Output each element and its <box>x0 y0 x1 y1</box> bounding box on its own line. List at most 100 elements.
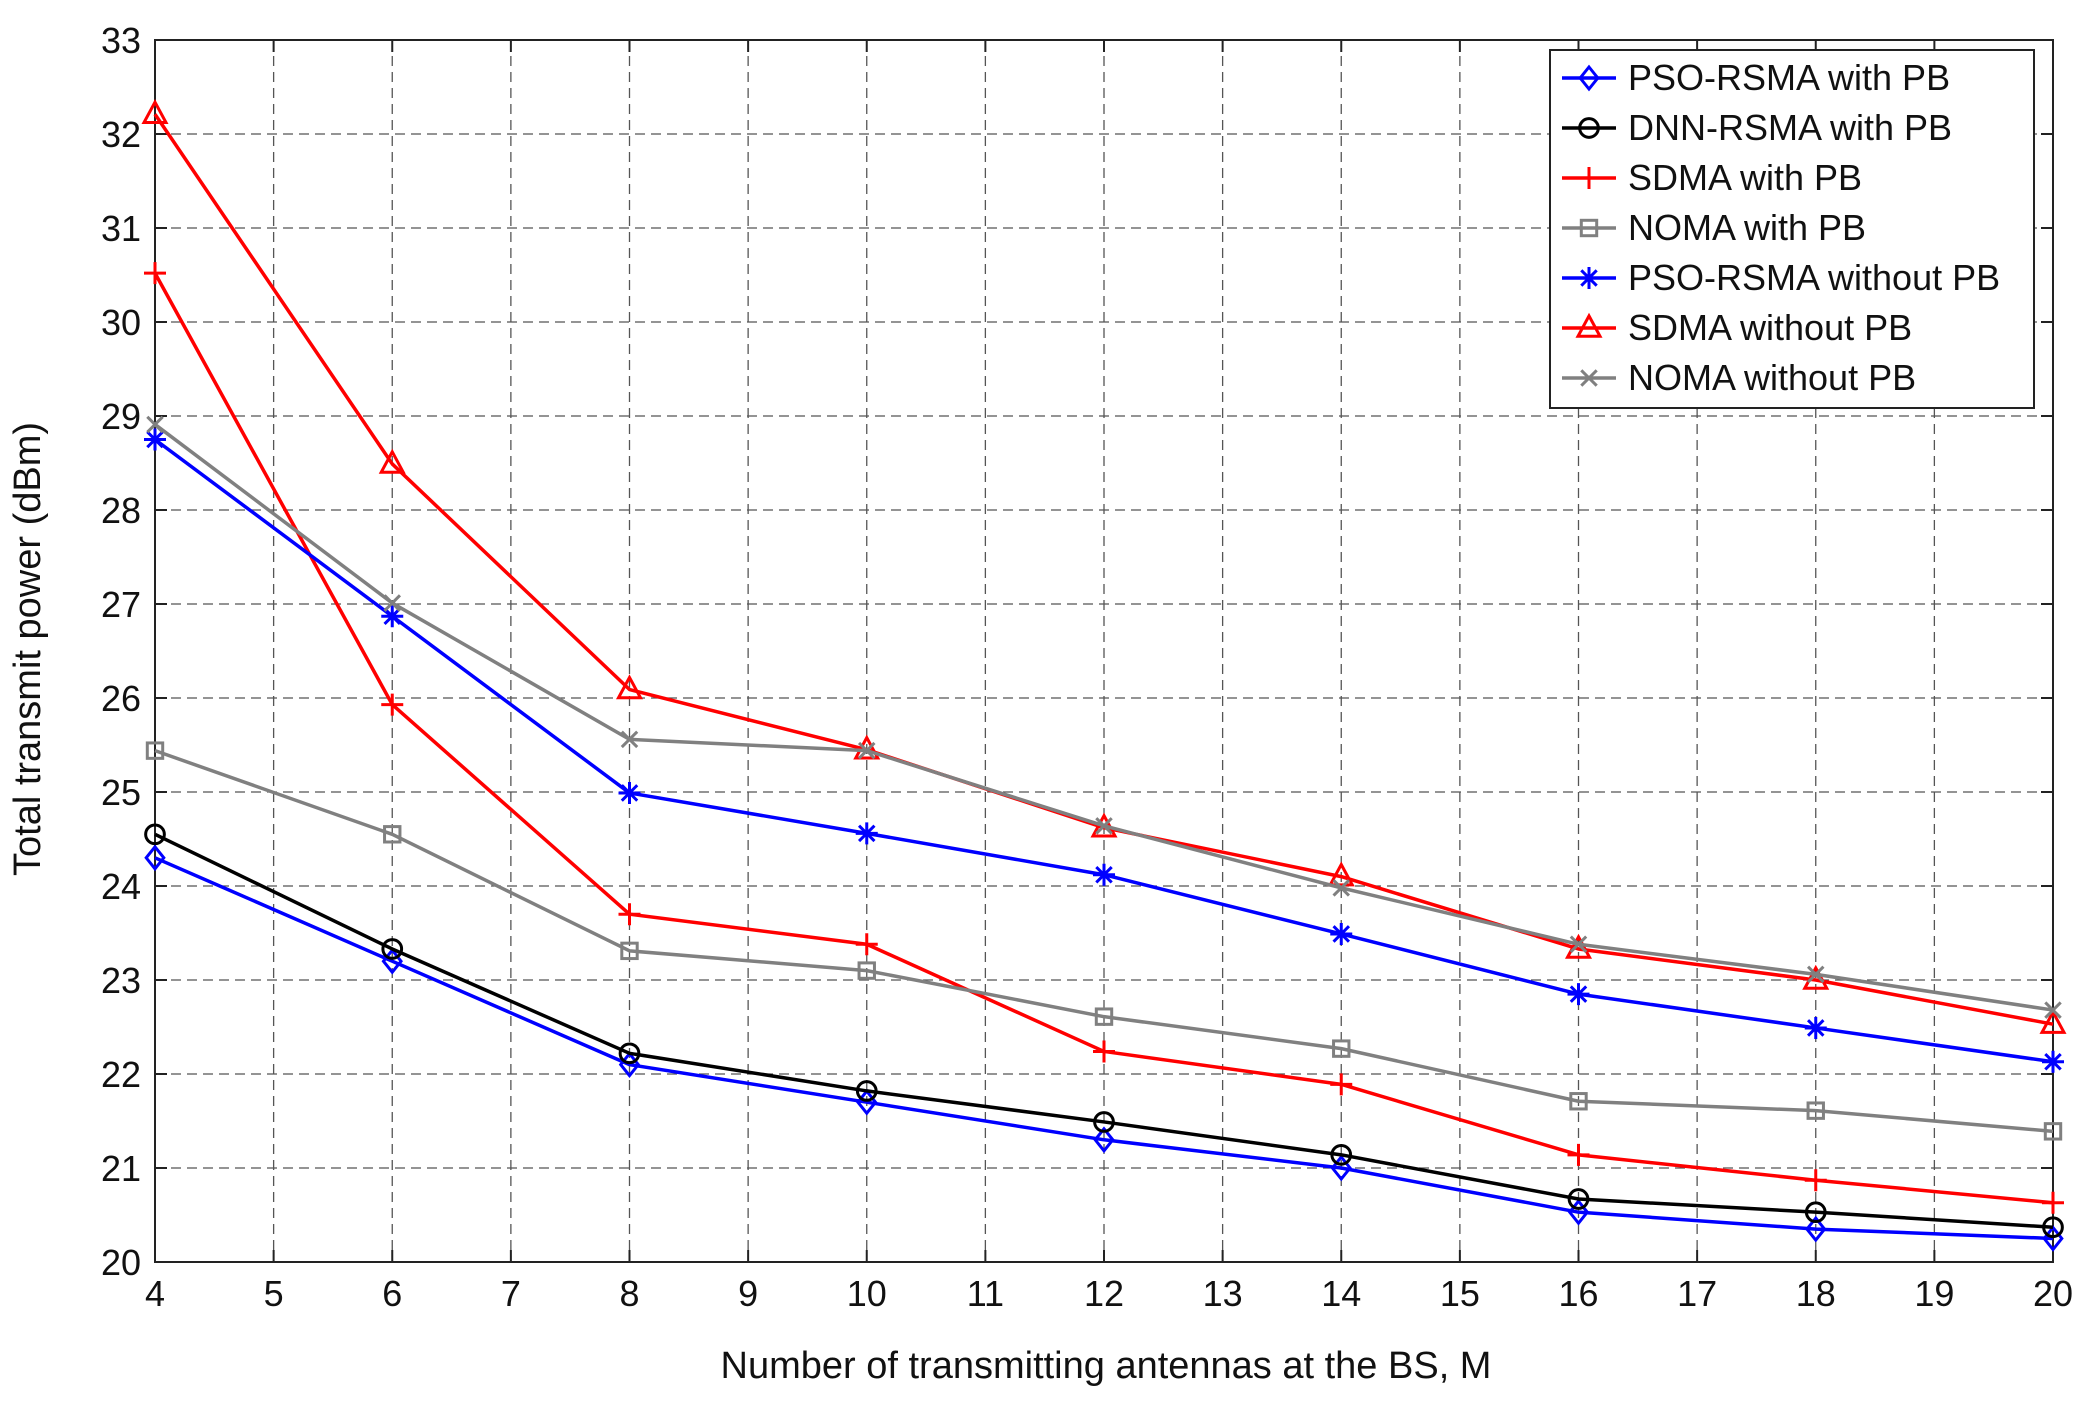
legend-label: PSO-RSMA with PB <box>1628 57 1950 98</box>
legend-marker <box>1578 167 1600 189</box>
data-point <box>1093 1111 1115 1133</box>
data-point <box>1330 1073 1353 1096</box>
legend-item: SDMA with PB <box>1562 157 1862 198</box>
legend-item: DNN-RSMA with PB <box>1562 107 1952 148</box>
data-point <box>1569 1092 1588 1111</box>
legend-item: NOMA with PB <box>1562 207 1866 248</box>
plot-series <box>141 99 2067 1252</box>
data-point <box>857 741 876 760</box>
data-point <box>1330 1143 1353 1166</box>
legend: PSO-RSMA with PB DNN-RSMA with PB SDMA wit… <box>1549 49 2035 409</box>
x-tick-label: 4 <box>145 1273 165 1314</box>
y-tick-label: 27 <box>101 584 141 625</box>
x-tick-label: 6 <box>382 1273 402 1314</box>
data-point <box>1567 1143 1590 1166</box>
legend-label: NOMA without PB <box>1628 357 1916 398</box>
x-tick-label: 12 <box>1084 1273 1124 1314</box>
data-point <box>381 693 404 716</box>
data-point <box>1094 1007 1114 1026</box>
y-tick-label: 20 <box>101 1242 141 1283</box>
x-tick-label: 10 <box>847 1273 887 1314</box>
y-tick-label: 26 <box>101 678 141 719</box>
x-tick-label: 16 <box>1558 1273 1598 1314</box>
data-point <box>144 823 166 846</box>
x-tick-label: 7 <box>501 1273 521 1314</box>
legend-label: NOMA with PB <box>1628 207 1866 248</box>
y-tick-label: 22 <box>101 1054 141 1095</box>
data-point <box>2042 1191 2064 1214</box>
data-point <box>1569 935 1588 954</box>
legend-item: NOMA without PB <box>1562 357 1916 398</box>
data-point <box>1330 1154 1352 1182</box>
legend-marker <box>1578 267 1600 289</box>
series-group <box>144 428 2064 1073</box>
x-tick-label: 11 <box>967 1273 1004 1314</box>
data-point <box>1806 965 1825 984</box>
x-axis-title: Number of transmitting antennas at the B… <box>721 1345 1492 1387</box>
data-point <box>615 674 644 700</box>
x-tick-label: 13 <box>1203 1273 1243 1314</box>
legend-label: PSO-RSMA without PB <box>1628 257 2000 298</box>
data-point <box>618 781 641 804</box>
grid <box>155 40 2053 1262</box>
legend-item: PSO-RSMA with PB <box>1562 57 1950 98</box>
legend-label: SDMA without PB <box>1628 307 1912 348</box>
y-tick-label: 24 <box>101 866 141 907</box>
series-line <box>154 856 2054 1241</box>
data-point <box>2042 1216 2064 1239</box>
data-point <box>1805 1215 1827 1243</box>
x-tick-label: 8 <box>619 1273 639 1314</box>
data-point <box>141 99 169 125</box>
data-point <box>1095 817 1113 835</box>
series-group <box>146 415 2062 1019</box>
y-tick-label: 25 <box>101 772 141 813</box>
legend-marker <box>1579 218 1599 238</box>
data-point <box>1567 1198 1590 1226</box>
data-point <box>853 734 881 760</box>
data-point <box>855 822 878 845</box>
data-point <box>1093 863 1115 886</box>
data-point <box>2039 1008 2067 1034</box>
axes: 4 5 6 7 8 9 10 11 12 13 14 15 16 17 18 19 20 20 21 22 23 24 25… <box>101 20 2073 1314</box>
y-tick-label: 29 <box>101 396 141 437</box>
data-point <box>620 941 639 961</box>
data-point <box>857 961 876 980</box>
x-tick-label: 15 <box>1440 1273 1480 1314</box>
y-tick-label: 21 <box>101 1148 141 1189</box>
data-point <box>378 448 406 474</box>
data-point <box>144 844 166 872</box>
x-tick-label: 14 <box>1321 1273 1361 1314</box>
series-line <box>154 748 2054 1134</box>
x-tick-label: 20 <box>2033 1273 2073 1314</box>
legend-marker <box>1575 312 1603 338</box>
x-tick-label: 5 <box>264 1273 284 1314</box>
y-axis-title: Total transmit power (dBm) <box>7 422 49 876</box>
y-tick-label: 23 <box>101 960 141 1001</box>
data-point <box>618 1042 641 1065</box>
data-point <box>1804 1169 1827 1192</box>
y-tick-label: 31 <box>101 208 141 249</box>
y-tick-label: 28 <box>101 490 141 531</box>
data-point <box>618 903 641 926</box>
data-point <box>145 741 165 760</box>
data-point <box>1806 1101 1825 1120</box>
series-group <box>144 823 2064 1239</box>
data-point <box>144 262 166 285</box>
data-point <box>381 605 404 628</box>
data-point <box>1564 933 1593 959</box>
data-point <box>383 594 402 612</box>
legend-box <box>1549 49 2035 409</box>
legend-marker <box>1578 117 1600 139</box>
legend-item: PSO-RSMA without PB <box>1562 257 2000 298</box>
x-tick-label: 18 <box>1796 1273 1836 1314</box>
data-point <box>2042 1050 2064 1073</box>
data-point <box>855 1080 878 1102</box>
data-point <box>1327 861 1355 887</box>
x-tick-label: 9 <box>738 1273 758 1314</box>
data-point <box>1332 1039 1351 1058</box>
legend-label: DNN-RSMA with PB <box>1628 107 1952 148</box>
data-point <box>620 730 639 749</box>
data-point <box>1093 1040 1115 1063</box>
data-point <box>1332 879 1351 897</box>
data-point <box>2044 1001 2062 1019</box>
